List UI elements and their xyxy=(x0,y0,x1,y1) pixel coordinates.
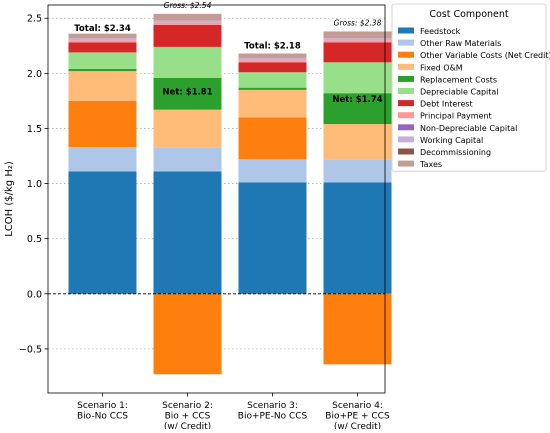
bar-segment-debt-interest xyxy=(68,42,137,53)
bar-segment-other-variable-costs-net-credit- xyxy=(238,117,307,160)
gross-annotation: Gross: $2.54 xyxy=(164,1,212,10)
bar-segment-other-raw-materials xyxy=(238,159,307,183)
legend-swatch xyxy=(398,88,414,94)
bar-segment-other-variable-costs-net-credit- xyxy=(153,293,222,375)
bar-segment-debt-interest xyxy=(238,62,307,73)
bar-segment-working-capital xyxy=(323,38,392,41)
y-axis-label: LCOH ($/kg H₂) xyxy=(4,161,15,237)
legend-swatch xyxy=(398,27,414,34)
bar-segment-feedstock xyxy=(68,171,137,294)
bar-segment-depreciable-capital xyxy=(153,46,222,78)
legend-swatch xyxy=(398,75,414,82)
x-tick-label: Bio-No CCS xyxy=(77,412,128,422)
bars-layer xyxy=(68,13,392,375)
total-annotation: Total: $2.34 xyxy=(74,24,131,34)
bar-segment-other-variable-costs-net-credit- xyxy=(68,100,137,148)
legend-swatch xyxy=(398,124,414,131)
bar-segment-feedstock xyxy=(153,171,222,294)
bar-segment-fixed-o-m xyxy=(238,89,307,118)
x-tick-label: Bio+PE + CCS xyxy=(325,412,390,422)
bar-segment-taxes xyxy=(68,33,137,39)
bar-segment-working-capital xyxy=(68,38,137,41)
bar-segment-other-raw-materials xyxy=(323,159,392,183)
bar-segment-debt-interest xyxy=(323,42,392,63)
bar-segment-replacement-costs xyxy=(238,87,307,90)
x-tick-label: (w/ Credit) xyxy=(334,422,381,429)
bar-segment-feedstock xyxy=(238,182,307,294)
bar-segment-depreciable-capital xyxy=(68,52,137,69)
y-tick-label: 1.0 xyxy=(27,179,42,190)
y-tick-label: 0.0 xyxy=(27,289,42,300)
x-tick-label: Scenario 4: xyxy=(332,401,383,411)
bar-segment-principal-payment xyxy=(323,40,392,43)
y-tick-label: −0.5 xyxy=(19,344,42,355)
x-tick-label: Scenario 1: xyxy=(77,401,128,411)
bar-segment-debt-interest xyxy=(153,24,222,47)
bar-segment-other-variable-costs-net-credit- xyxy=(323,293,392,365)
bar-segment-replacement-costs xyxy=(153,77,222,110)
legend-label: Principal Payment xyxy=(420,112,492,121)
bar-segment-depreciable-capital xyxy=(238,72,307,88)
bar-segment-principal-payment xyxy=(153,22,222,25)
legend-swatch xyxy=(398,51,414,58)
bar-segment-working-capital xyxy=(238,57,307,61)
plot-frame xyxy=(47,4,386,394)
bar-segment-replacement-costs xyxy=(323,93,392,125)
legend-label: Other Variable Costs (Net Credit) xyxy=(420,51,550,60)
legend-swatch xyxy=(398,148,414,155)
x-tick-label: Bio+PE-No CCS xyxy=(238,412,308,422)
bar-segment-taxes xyxy=(153,13,222,21)
legend-label: Fixed O&M xyxy=(420,63,463,72)
x-tick-label: Scenario 3: xyxy=(247,401,298,411)
legend-label: Other Raw Materials xyxy=(420,39,501,48)
bar-segment-feedstock xyxy=(323,182,392,294)
legend-box xyxy=(391,3,547,172)
legend-label: Taxes xyxy=(419,160,442,169)
legend-label: Replacement Costs xyxy=(420,75,497,84)
y-tick-label: 0.5 xyxy=(27,234,42,245)
bar-segment-taxes xyxy=(323,31,392,39)
labels-layer: Total: $2.34 Gross: $2.54 Net: $1.81 Total:… xyxy=(74,1,382,105)
y-tick-label: 2.0 xyxy=(27,69,42,80)
bar-segment-other-raw-materials xyxy=(153,147,222,172)
legend-label: Working Capital xyxy=(420,136,483,145)
legend-swatch xyxy=(398,112,414,119)
bar-segment-principal-payment xyxy=(238,60,307,63)
bar-segment-other-raw-materials xyxy=(68,147,137,172)
legend-swatch xyxy=(398,39,414,46)
legend-label: Feedstock xyxy=(420,27,461,36)
legend-label: Depreciable Capital xyxy=(420,88,499,97)
y-tick-label: 2.5 xyxy=(27,14,42,25)
bar-segment-working-capital xyxy=(153,20,222,23)
legend-layer: Cost Component Feedstock Other Raw Materia… xyxy=(391,3,550,172)
y-tick-label: 1.5 xyxy=(27,124,42,135)
total-annotation: Total: $2.18 xyxy=(244,42,301,52)
bar-segment-fixed-o-m xyxy=(68,71,137,101)
bar-segment-fixed-o-m xyxy=(323,124,392,160)
net-annotation: Net: $1.81 xyxy=(162,87,212,97)
legend-swatch xyxy=(398,160,414,167)
bar-segment-replacement-costs xyxy=(68,68,137,72)
legend-label: Non-Depreciable Capital xyxy=(420,124,517,133)
bar-segment-taxes xyxy=(238,53,307,58)
x-tick-label: Bio + CCS xyxy=(165,412,211,422)
legend-title: Cost Component xyxy=(429,9,509,20)
x-tick-label: Scenario 2: xyxy=(162,401,213,411)
bar-segment-fixed-o-m xyxy=(153,109,222,148)
legend-label: Debt Interest xyxy=(420,100,473,109)
x-tick-label: (w/ Credit) xyxy=(164,422,211,429)
bar-segment-depreciable-capital xyxy=(323,62,392,94)
legend-label: Decommissioning xyxy=(420,148,491,157)
bar-segment-principal-payment xyxy=(68,40,137,43)
net-annotation: Net: $1.74 xyxy=(332,95,382,105)
legend-swatch xyxy=(398,63,414,70)
legend-swatch xyxy=(398,100,414,107)
gross-annotation: Gross: $2.38 xyxy=(334,18,382,27)
legend-swatch xyxy=(398,136,414,143)
axes-layer: −0.5 0.0 0.5 1.0 1.5 2.0 2.5 LCOH ($/kg H₂) Scen… xyxy=(4,4,390,432)
